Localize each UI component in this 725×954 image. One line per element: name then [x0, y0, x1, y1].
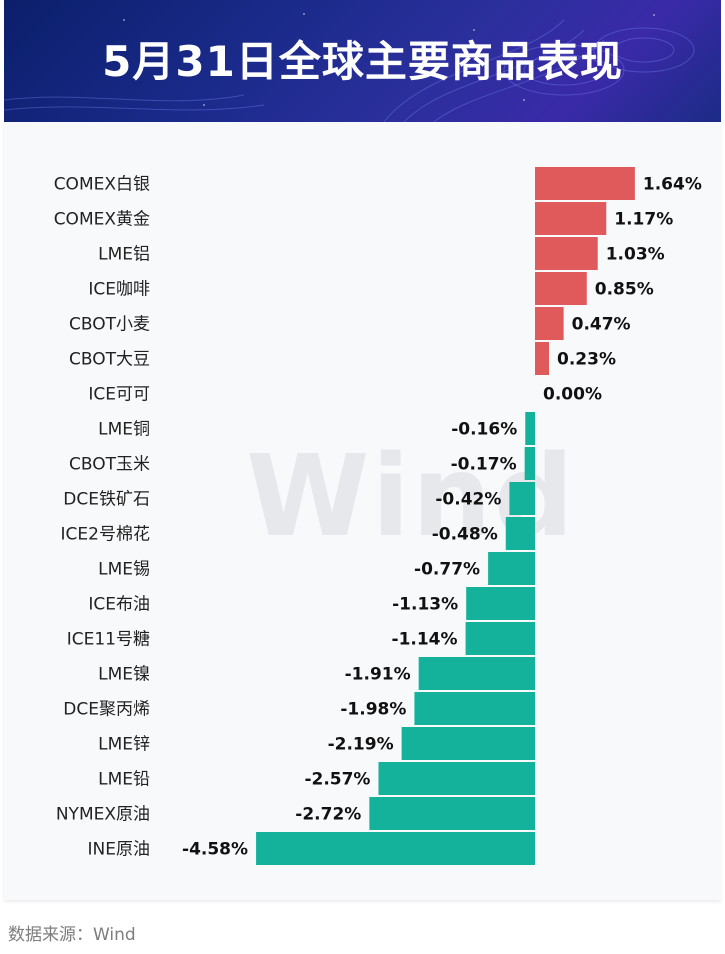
bar	[525, 412, 535, 445]
category-label: CBOT大豆	[69, 350, 150, 370]
bar	[535, 307, 564, 340]
value-label: -0.42%	[435, 490, 501, 510]
bar	[535, 342, 550, 375]
data-source: 数据来源：Wind	[8, 925, 136, 945]
chart-header: 5月31日全球主要商品表现	[4, 0, 721, 122]
category-label: CBOT小麦	[69, 315, 150, 335]
bar	[535, 272, 587, 305]
value-label: 1.03%	[606, 245, 665, 265]
bar	[369, 797, 535, 830]
bar	[414, 692, 535, 725]
category-label: LME铜	[98, 420, 150, 440]
category-label: ICE11号糖	[67, 630, 150, 650]
category-label: NYMEX原油	[56, 805, 150, 825]
bar	[466, 587, 535, 620]
value-label: 0.85%	[595, 280, 654, 300]
bar-chart: COMEX白银 1.64% COMEX黄金 1.17% LME铝 1.03% ICE咖啡 0.…	[54, 167, 702, 865]
header-background-pattern	[4, 13, 695, 122]
value-label: -2.57%	[304, 770, 370, 790]
value-label: -1.91%	[345, 665, 411, 685]
chart-panel: Wind COMEX白银 1.64% COMEX黄金 1.17% LME铝 1.03% IC…	[4, 122, 721, 900]
category-label: ICE可可	[88, 385, 150, 405]
bar	[488, 552, 535, 585]
bar	[535, 167, 635, 200]
value-label: -1.14%	[392, 630, 458, 650]
page-title: 5月31日全球主要商品表现	[102, 37, 623, 86]
bar	[509, 482, 535, 515]
bar	[535, 202, 607, 235]
bar	[524, 447, 535, 480]
value-label: -2.72%	[295, 805, 361, 825]
value-label: -0.48%	[432, 525, 498, 545]
category-label: LME铅	[98, 770, 150, 790]
value-label: -4.58%	[182, 840, 248, 860]
category-label: COMEX黄金	[54, 210, 150, 230]
value-label: 0.23%	[557, 350, 616, 370]
bar	[465, 622, 535, 655]
category-label: CBOT玉米	[69, 455, 150, 475]
value-label: 1.64%	[643, 175, 702, 195]
bar	[378, 762, 535, 795]
bar	[418, 657, 535, 690]
category-label: LME镍	[98, 665, 150, 685]
value-label: 0.47%	[572, 315, 631, 335]
category-label: DCE聚丙烯	[63, 700, 150, 720]
category-label: COMEX白银	[54, 175, 150, 195]
category-label: ICE2号棉花	[61, 525, 150, 545]
bar	[256, 832, 535, 865]
value-label: 1.17%	[614, 210, 673, 230]
bar	[401, 727, 535, 760]
value-label: -2.19%	[328, 735, 394, 755]
value-label: 0.00%	[543, 385, 602, 405]
category-label: ICE布油	[88, 595, 150, 615]
category-label: LME锡	[98, 560, 150, 580]
bar	[535, 237, 598, 270]
category-label: DCE铁矿石	[63, 490, 150, 510]
category-label: ICE咖啡	[88, 280, 150, 300]
category-label: INE原油	[88, 840, 150, 860]
value-label: -0.16%	[451, 420, 517, 440]
value-label: -0.17%	[451, 455, 517, 475]
value-label: -1.13%	[392, 595, 458, 615]
value-label: -1.98%	[340, 700, 406, 720]
category-label: LME铝	[98, 245, 150, 265]
bar	[505, 517, 535, 550]
value-label: -0.77%	[414, 560, 480, 580]
category-label: LME锌	[98, 735, 150, 755]
